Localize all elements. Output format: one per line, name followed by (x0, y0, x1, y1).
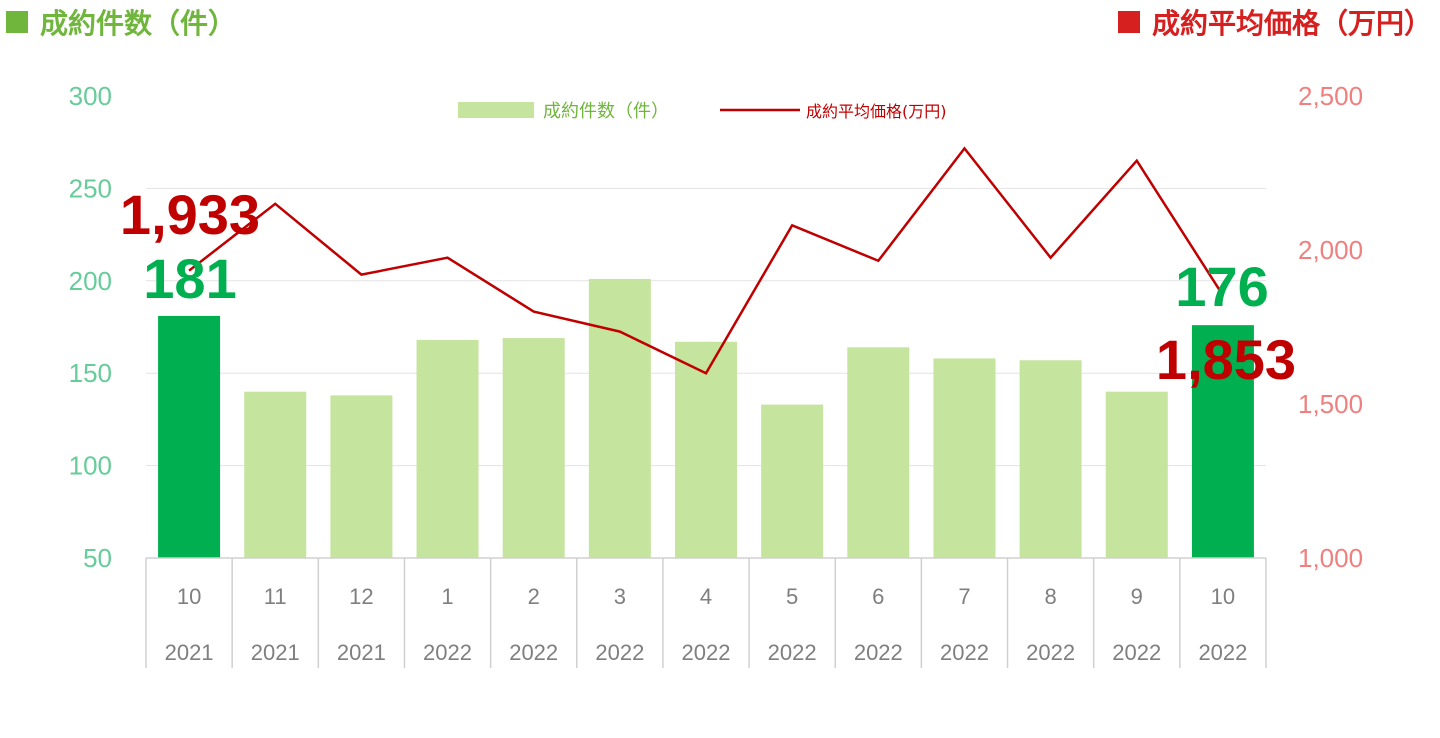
right-axis-title-text: 成約平均価格（万円） (1151, 7, 1432, 40)
right-axis-tick: 2,000 (1298, 235, 1363, 265)
year-label: 2022 (682, 640, 731, 665)
bar (502, 338, 565, 558)
month-label: 9 (1131, 584, 1143, 609)
month-label: 8 (1044, 584, 1056, 609)
bar (847, 347, 910, 558)
bar (1105, 391, 1168, 558)
legend-line-label: 成約平均価格(万円) (806, 102, 947, 121)
month-label: 3 (614, 584, 626, 609)
left-axis-tick: 200 (69, 266, 112, 296)
month-label: 1 (441, 584, 453, 609)
left-axis-title: 成約件数（件） (6, 2, 236, 42)
year-label: 2022 (854, 640, 903, 665)
year-label: 2022 (1112, 640, 1161, 665)
count-annotation: 181 (143, 247, 236, 310)
month-label: 2 (528, 584, 540, 609)
bar (330, 395, 393, 558)
year-label: 2022 (595, 640, 644, 665)
year-label: 2021 (251, 640, 300, 665)
month-label: 10 (177, 584, 201, 609)
green-square-icon (6, 11, 28, 33)
bar (1019, 360, 1082, 558)
month-label: 12 (349, 584, 373, 609)
month-label: 7 (958, 584, 970, 609)
month-label: 10 (1211, 584, 1235, 609)
right-axis-tick: 1,000 (1298, 543, 1363, 573)
year-label: 2022 (423, 640, 472, 665)
bar (158, 315, 221, 558)
count-annotation: 176 (1175, 255, 1268, 318)
year-label: 2022 (940, 640, 989, 665)
year-label: 2022 (509, 640, 558, 665)
left-axis-tick: 50 (83, 543, 112, 573)
year-label: 2021 (165, 640, 214, 665)
right-axis-tick: 1,500 (1298, 389, 1363, 419)
right-axis-title: 成約平均価格（万円） (1117, 2, 1432, 42)
legend-bar-label: 成約件数（件） (543, 101, 669, 122)
price-annotation: 1,933 (120, 183, 260, 246)
bar (416, 339, 479, 558)
year-label: 2022 (1026, 640, 1075, 665)
year-label: 2022 (768, 640, 817, 665)
bar (675, 341, 737, 558)
left-axis-tick: 100 (69, 451, 112, 481)
red-square-icon (1117, 11, 1140, 33)
price-line (188, 146, 1224, 375)
left-axis-title-text: 成約件数（件） (40, 7, 237, 40)
month-label: 5 (786, 584, 798, 609)
bar (761, 404, 824, 558)
legend-bar-swatch (458, 102, 534, 118)
month-label: 11 (264, 584, 287, 609)
left-axis-tick: 300 (69, 81, 112, 111)
year-label: 2021 (337, 640, 386, 665)
bar (933, 358, 996, 558)
bar (1191, 325, 1254, 558)
year-label: 2022 (1198, 640, 1247, 665)
month-label: 6 (872, 584, 884, 609)
month-label: 4 (700, 584, 712, 609)
left-axis-tick: 150 (69, 358, 112, 388)
bar (588, 278, 651, 558)
bar (244, 391, 307, 558)
right-axis-tick: 2,500 (1298, 81, 1363, 111)
left-axis-tick: 250 (69, 173, 112, 203)
price-annotation: 1,853 (1156, 328, 1296, 391)
